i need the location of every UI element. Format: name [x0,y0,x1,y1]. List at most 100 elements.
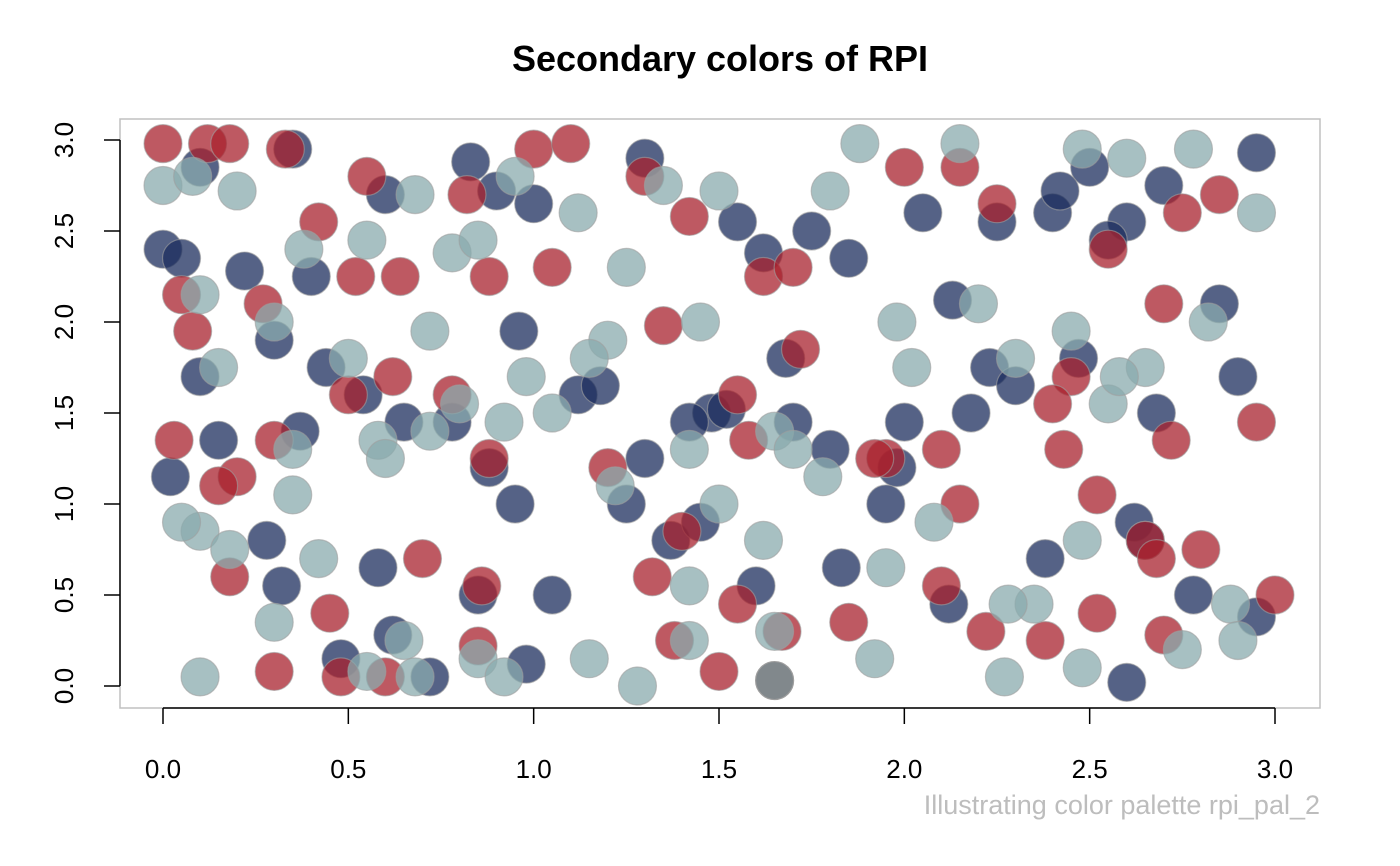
data-point [395,175,435,215]
data-point [780,329,821,369]
data-point [884,402,924,442]
data-point [1062,129,1102,169]
data-point [154,420,194,460]
data-point [1025,620,1065,661]
y-tick-label: 0.0 [49,668,79,704]
data-point [1236,402,1277,442]
data-point [884,147,924,187]
chart-title: Secondary colors of RPI [511,38,929,79]
data-point [717,375,758,415]
data-point [1255,575,1295,615]
data-point [1181,529,1221,570]
data-point [180,275,220,315]
x-tick-label: 2.0 [886,754,922,784]
data-point [199,420,239,460]
x-tick-label: 0.0 [145,754,181,784]
y-tick-label: 2.5 [49,213,79,249]
x-tick-label: 0.5 [330,754,366,784]
data-point [773,247,813,287]
data-point [669,620,709,661]
data-point [347,220,387,260]
data-point [299,538,339,579]
data-point [855,639,895,679]
data-point [951,393,991,433]
y-tick-label: 1.0 [49,486,79,522]
data-point [1051,357,1091,397]
data-point [669,196,709,237]
data-point [284,229,324,269]
data-point [1107,662,1147,702]
data-point [173,156,213,196]
data-point [532,575,572,615]
data-point [347,156,387,196]
data-point [1099,357,1139,397]
data-point [358,548,398,588]
data-point [532,247,572,287]
data-point [595,466,635,506]
data-point [662,511,702,551]
data-point [1044,429,1084,469]
data-point [1077,475,1117,515]
data-point [717,202,758,242]
x-tick-label: 3.0 [1257,754,1293,784]
data-point [829,602,869,642]
data-point [803,457,843,497]
data-point [940,124,980,164]
y-axis: 0.0 0.5 1.0 1.5 2.0 2.5 3.0 [49,122,121,704]
data-point [224,251,265,291]
palette-caption: Illustrating color palette rpi_pal_2 [923,790,1320,820]
data-point [903,193,943,233]
data-point [273,475,313,515]
data-point [914,502,954,542]
data-point [402,538,443,579]
data-point [569,338,609,378]
data-point [265,129,305,169]
data-point [617,666,658,706]
data-point [395,657,435,697]
data-point [199,347,239,388]
data-point [484,657,524,697]
data-point [1062,648,1102,688]
point-layer [143,124,1295,706]
data-point [1173,575,1214,615]
data-point [921,566,962,606]
data-point [469,438,509,479]
data-point [855,438,895,479]
x-tick-label: 1.5 [701,754,737,784]
data-point [892,347,932,388]
data-point [977,184,1017,224]
data-point [1025,538,1065,579]
data-point [699,484,739,524]
data-point [180,657,220,697]
data-point [328,375,368,415]
data-point [173,311,213,351]
data-point [743,520,784,561]
data-point [210,529,250,570]
data-point [254,651,294,692]
data-point [1173,129,1214,169]
data-point [380,256,420,297]
data-point [1218,620,1258,661]
data-point [958,284,999,324]
data-point [643,306,684,346]
data-point [551,124,591,164]
data-point [1040,171,1080,211]
data-point [273,429,313,469]
data-point [365,438,405,479]
x-tick-label: 1.0 [516,754,552,784]
data-point [462,566,502,606]
data-point [988,584,1028,624]
data-point [1088,229,1128,269]
data-point [699,171,739,211]
data-point [1236,133,1277,173]
data-point [569,639,609,679]
data-point [1236,193,1277,233]
data-point [1136,538,1176,579]
data-point [643,165,684,206]
data-point [1151,420,1191,460]
data-point [217,171,257,211]
data-point [625,438,665,479]
data-point [447,175,487,215]
data-point [410,311,450,351]
data-point [829,238,869,278]
